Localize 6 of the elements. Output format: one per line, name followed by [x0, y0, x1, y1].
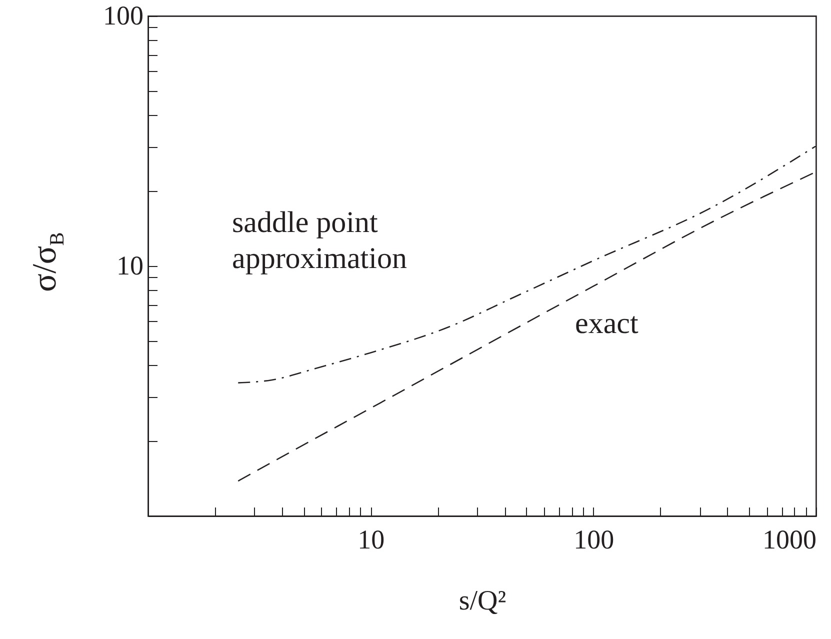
x-tick-label: 100: [574, 524, 614, 554]
x-tick-label: 1000: [762, 524, 816, 554]
annotation: exact: [575, 306, 638, 342]
x-tick-label: 10: [358, 524, 385, 554]
x-axis-title: s/Q²: [458, 586, 506, 616]
annotation: saddle point approximation: [232, 205, 407, 277]
